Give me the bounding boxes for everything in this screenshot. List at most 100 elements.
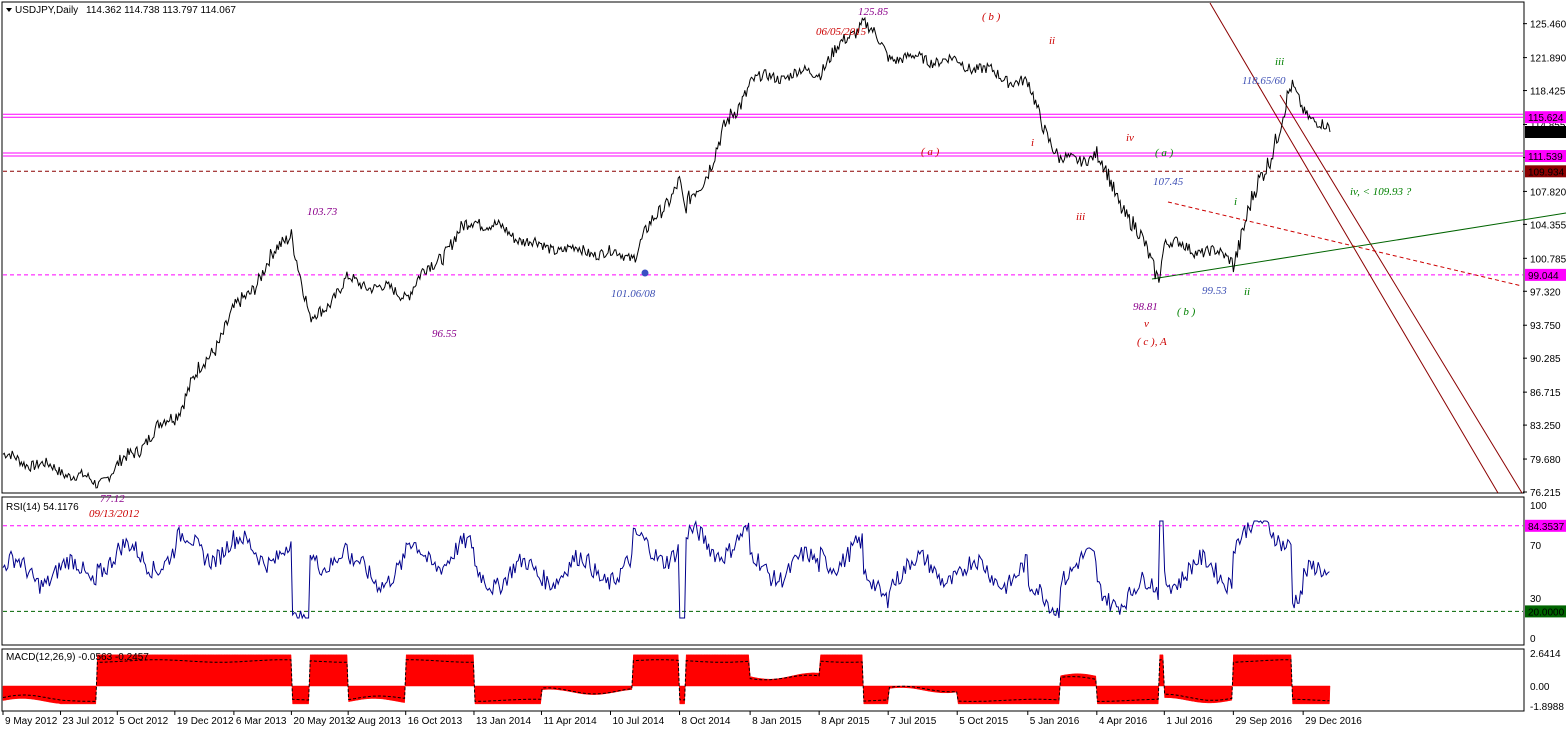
xtick-15: 5 Oct 2015 <box>959 716 1008 727</box>
rsi-series-line <box>2 519 1330 620</box>
macd-ytick-2: -1.8988 <box>1530 702 1564 713</box>
macd-ytick-0: 2.6414 <box>1530 649 1561 660</box>
annotation-wave-a-green: ( a ) <box>1155 147 1174 159</box>
xtick-1: 23 Jul 2012 <box>63 716 115 727</box>
price-ytick-8: 97.320 <box>1530 287 1561 298</box>
level-tag-3: 109.934 <box>1528 167 1565 178</box>
annotation-77-12: 77.12 <box>100 493 125 505</box>
support-trendline <box>1151 212 1567 280</box>
symbol-label: USDJPY,Daily <box>15 5 78 16</box>
annotation-96-55: 96.55 <box>432 328 457 340</box>
macd-ytick-1: 0.00 <box>1530 682 1550 693</box>
price-series-line <box>2 16 1331 489</box>
annotation-wave-ii-red: ii <box>1049 35 1055 47</box>
macd-y-axis: 2.6414 0.00 -1.8988 <box>1530 649 1564 713</box>
price-ytick-1: 121.890 <box>1530 54 1567 65</box>
level-tags: 115.624 114.067 111.539 109.934 99.044 <box>1525 111 1566 282</box>
ohlc-readout: 114.362 114.738 113.797 114.067 <box>86 5 236 16</box>
rsi-level-tag-1: 20.0000 <box>1528 607 1565 618</box>
rsi-level-tag-bg-1 <box>1525 605 1566 618</box>
macd-title: MACD(12,26,9) -0.0563 -0.2457 <box>6 652 149 663</box>
rsi-ytick-1: 70 <box>1530 541 1542 552</box>
wave-annotations: 125.85 06/05/2015 ( b ) ii ( a ) i iv ii… <box>89 6 1412 520</box>
annotation-wave-v: v <box>1144 318 1149 330</box>
annotation-118-65: 118.65/60 <box>1242 75 1286 87</box>
annotation-wave-ii-green: ii <box>1244 286 1250 298</box>
rsi-y-axis: 100 70 30 0 <box>1530 501 1547 645</box>
xtick-20: 29 Dec 2016 <box>1305 716 1362 727</box>
xtick-3: 19 Dec 2012 <box>177 716 234 727</box>
rsi-levels: 84.3537 20.0000 <box>3 519 1566 618</box>
dashed-trendline <box>1167 201 1523 287</box>
price-ytick-10: 90.285 <box>1530 354 1561 365</box>
annotation-99-53: 99.53 <box>1202 285 1227 297</box>
xtick-0: 9 May 2012 <box>5 716 58 727</box>
xtick-4: 6 Mar 2013 <box>236 716 287 727</box>
xtick-14: 7 Jul 2015 <box>890 716 937 727</box>
xtick-9: 11 Apr 2014 <box>543 716 597 727</box>
annotation-low-date: 09/13/2012 <box>89 508 140 520</box>
xtick-12: 8 Jan 2015 <box>752 716 802 727</box>
rsi-ytick-3: 0 <box>1530 634 1536 645</box>
rsi-ytick-0: 100 <box>1530 501 1547 512</box>
rsi-level-tag-0: 84.3537 <box>1528 522 1565 533</box>
xtick-8: 13 Jan 2014 <box>476 716 531 727</box>
annotation-high-date: 06/05/2015 <box>816 26 867 38</box>
annotation-wave-a-red: ( a ) <box>921 146 940 158</box>
level-tag-bg-3 <box>1525 165 1566 178</box>
rsi-title: RSI(14) 54.1176 <box>6 502 79 513</box>
level-tag-2: 111.539 <box>1528 152 1563 163</box>
annotation-98-81: 98.81 <box>1133 301 1158 313</box>
channel-line-lower <box>1279 94 1523 494</box>
price-ytick-12: 83.250 <box>1530 421 1561 432</box>
annotation-wave-b: ( b ) <box>982 11 1001 23</box>
xtick-17: 4 Apr 2016 <box>1099 716 1148 727</box>
annotation-wave-iv-target: iv, < 109.93 ? <box>1350 186 1412 198</box>
xtick-16: 5 Jan 2016 <box>1030 716 1080 727</box>
collapse-triangle-icon[interactable] <box>6 8 12 12</box>
annotation-wave-c-a: ( c ), A <box>1137 336 1167 348</box>
trendlines <box>1151 2 1567 494</box>
annotation-107-45: 107.45 <box>1153 176 1184 188</box>
price-y-axis: 125.460121.890118.425114.855111.390107.8… <box>1523 20 1567 499</box>
x-axis: 9 May 2012 23 Jul 2012 5 Oct 2012 19 Dec 20… <box>2 711 1362 727</box>
xtick-2: 5 Oct 2012 <box>119 716 168 727</box>
price-ytick-5: 107.820 <box>1530 187 1567 198</box>
price-ytick-9: 93.750 <box>1530 321 1561 332</box>
annotation-wave-iv-red: iv <box>1126 132 1134 144</box>
xtick-11: 8 Oct 2014 <box>682 716 731 727</box>
level-tag-1: 114.067 <box>1528 128 1564 139</box>
xtick-7: 16 Oct 2013 <box>408 716 463 727</box>
annotation-wave-i-green: i <box>1234 196 1237 208</box>
annotation-101-06: 101.06/08 <box>611 288 656 300</box>
xtick-18: 1 Jul 2016 <box>1166 716 1213 727</box>
xtick-19: 29 Sep 2016 <box>1235 716 1292 727</box>
price-levels <box>3 113 1523 276</box>
annotation-wave-iii-red: iii <box>1076 211 1085 223</box>
rsi-panel-frame <box>1 496 1525 646</box>
level-tag-bg-2 <box>1525 150 1566 163</box>
annotation-wave-b-green: ( b ) <box>1177 306 1196 318</box>
macd-histogram <box>2 654 1331 705</box>
xtick-5: 20 May 2013 <box>293 716 351 727</box>
xtick-13: 8 Apr 2015 <box>821 716 870 727</box>
level-tag-bg-0 <box>1525 111 1566 124</box>
price-ytick-11: 86.715 <box>1530 388 1561 399</box>
level-tag-4: 99.044 <box>1528 271 1559 282</box>
price-ytick-13: 79.680 <box>1530 455 1561 466</box>
annotation-high: 125.85 <box>858 6 889 18</box>
rsi-ytick-2: 30 <box>1530 594 1542 605</box>
price-ytick-14: 76.215 <box>1530 488 1561 499</box>
price-ytick-6: 104.355 <box>1530 220 1567 231</box>
pivot-dot <box>641 269 649 277</box>
xtick-6: 2 Aug 2013 <box>350 716 401 727</box>
level-tag-0: 115.624 <box>1528 113 1564 124</box>
xtick-10: 10 Jul 2014 <box>613 716 665 727</box>
price-ytick-0: 125.460 <box>1530 20 1567 31</box>
annotation-103-73: 103.73 <box>307 206 338 218</box>
price-ytick-7: 100.785 <box>1530 254 1567 265</box>
channel-line-upper <box>1209 2 1499 494</box>
price-panel-frame <box>1 1 1525 494</box>
rsi-level-tag-bg-0 <box>1525 519 1566 532</box>
